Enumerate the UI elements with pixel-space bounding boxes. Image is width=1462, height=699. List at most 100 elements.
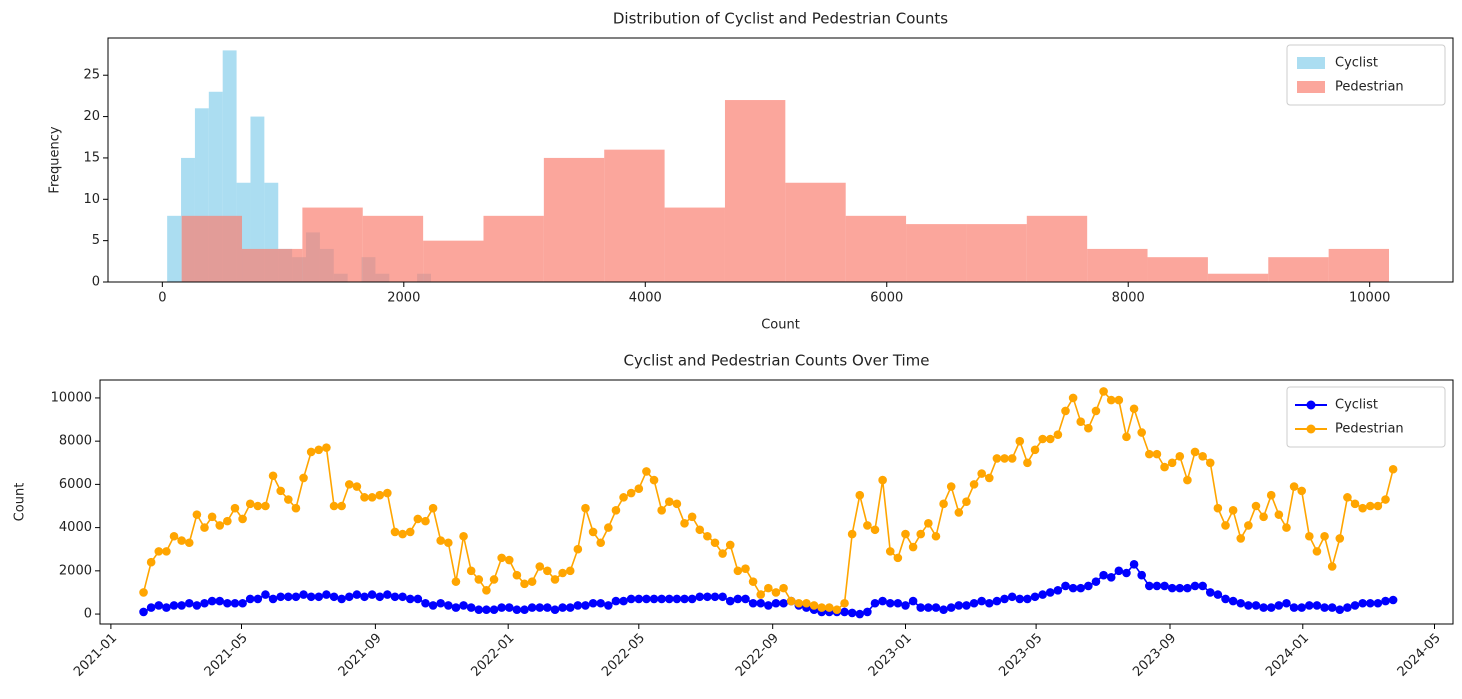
data-point <box>817 603 826 612</box>
x-tick-label: 6000 <box>870 291 903 306</box>
data-point <box>1358 598 1367 608</box>
data-point <box>664 594 674 604</box>
data-point <box>626 488 636 498</box>
data-point <box>383 488 392 498</box>
data-point <box>146 557 156 567</box>
data-point <box>1007 592 1017 602</box>
data-point <box>863 607 872 617</box>
data-point <box>504 555 514 565</box>
data-point <box>291 503 301 513</box>
histogram-bar <box>302 207 363 282</box>
data-point <box>1343 603 1352 612</box>
y-tick-label: 25 <box>83 68 100 83</box>
histogram-bar <box>1147 257 1208 282</box>
data-point <box>1076 583 1086 593</box>
data-point <box>261 590 270 599</box>
data-point <box>1305 531 1314 541</box>
data-point <box>375 592 385 602</box>
data-point <box>360 493 369 502</box>
data-point <box>1000 454 1009 463</box>
data-point <box>1183 583 1192 593</box>
data-point <box>1244 521 1253 530</box>
data-point <box>634 484 644 494</box>
data-point <box>535 562 545 571</box>
data-point <box>725 540 735 550</box>
data-point <box>840 598 849 608</box>
data-point <box>885 547 895 556</box>
y-tick-label: 0 <box>92 275 100 290</box>
data-point <box>1023 594 1032 604</box>
data-point <box>847 529 857 539</box>
data-point <box>276 486 285 496</box>
y-tick-label: 8000 <box>59 434 92 449</box>
data-point <box>268 594 278 604</box>
data-point <box>1221 594 1230 604</box>
data-point <box>520 605 529 615</box>
data-point <box>1365 501 1375 511</box>
data-point <box>596 538 606 548</box>
data-point <box>1015 436 1025 446</box>
data-point <box>901 601 910 610</box>
data-point <box>1068 583 1078 593</box>
data-point <box>489 605 499 615</box>
data-point <box>916 603 926 612</box>
data-point <box>969 480 979 489</box>
data-point <box>1312 601 1322 610</box>
data-point <box>847 608 857 618</box>
data-point <box>367 493 377 502</box>
data-point <box>573 544 583 554</box>
axes-frame <box>107 37 1454 283</box>
data-point <box>809 601 819 610</box>
data-point <box>710 538 720 548</box>
x-tick-label: 2023-09 <box>1130 631 1179 680</box>
data-point <box>1205 458 1215 468</box>
data-point <box>451 577 461 586</box>
data-point <box>375 490 385 500</box>
data-point <box>619 596 628 606</box>
histogram-bar <box>966 224 1027 282</box>
x-tick-label: 2000 <box>387 291 420 306</box>
data-point <box>482 585 491 595</box>
y-tick-label: 20 <box>83 109 100 124</box>
histogram-bar <box>167 215 182 282</box>
data-point <box>444 601 453 610</box>
histogram-bar <box>1087 248 1148 282</box>
data-point <box>405 527 415 537</box>
data-point <box>672 594 682 604</box>
data-point <box>291 592 301 602</box>
axes-frame <box>99 379 1454 625</box>
data-point <box>962 601 971 610</box>
data-point <box>146 603 156 612</box>
x-tick-label: 10000 <box>1349 291 1390 306</box>
data-point <box>985 598 994 608</box>
x-tick-label: 8000 <box>1112 291 1145 306</box>
data-point <box>916 529 926 539</box>
data-point <box>398 592 407 602</box>
data-point <box>520 579 529 589</box>
data-point <box>1327 562 1337 571</box>
data-point <box>1289 603 1299 612</box>
x-tick-label: 2023-01 <box>866 631 915 680</box>
data-point <box>1106 395 1116 405</box>
data-point <box>344 480 354 489</box>
data-point <box>1381 596 1390 606</box>
data-point <box>200 523 209 532</box>
histogram-bar <box>423 240 484 282</box>
data-point <box>1053 430 1063 439</box>
data-point <box>1061 406 1070 416</box>
data-point <box>908 596 918 606</box>
data-point <box>223 516 232 526</box>
data-point <box>1099 570 1108 580</box>
data-point <box>1084 581 1093 591</box>
data-point <box>436 536 445 545</box>
data-point <box>276 592 285 602</box>
data-point <box>756 590 766 599</box>
data-point <box>1175 583 1185 593</box>
y-tick-label: 10 <box>83 192 100 207</box>
data-point <box>466 566 476 576</box>
data-point <box>786 596 796 606</box>
y-tick-label: 10000 <box>51 390 92 405</box>
data-point <box>390 527 400 537</box>
x-tick-label: 2021-05 <box>202 631 251 680</box>
histogram-bar <box>785 182 846 282</box>
